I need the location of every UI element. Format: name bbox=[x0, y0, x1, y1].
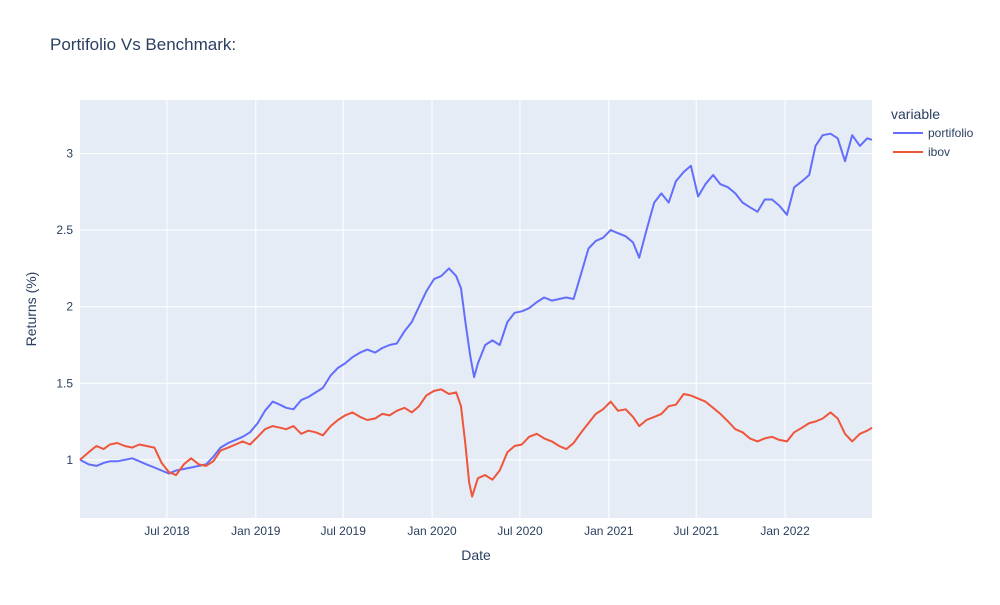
series-line-portifolio bbox=[79, 132, 873, 475]
series-lines bbox=[79, 132, 873, 498]
y-tick-label: 2.5 bbox=[56, 223, 73, 237]
x-tick-label: Jul 2020 bbox=[497, 524, 543, 538]
y-tick-label: 2 bbox=[66, 300, 73, 314]
x-axis-ticks: Jul 2018 Jan 2019 Jul 2019 Jan 2020 Jul 2020… bbox=[144, 524, 810, 538]
x-tick-label: Jul 2018 bbox=[144, 524, 190, 538]
legend-items[interactable]: portifolio ibov bbox=[893, 126, 974, 159]
legend[interactable]: variable portifolio ibov bbox=[891, 106, 974, 159]
y-gridlines bbox=[80, 153, 872, 461]
y-tick-label: 1.5 bbox=[56, 376, 73, 390]
x-gridlines bbox=[166, 100, 786, 518]
y-tick-label: 3 bbox=[66, 147, 73, 161]
x-tick-label: Jan 2022 bbox=[760, 524, 810, 538]
chart-title: Portifolio Vs Benchmark: bbox=[50, 35, 236, 54]
x-axis-label: Date bbox=[461, 547, 491, 563]
x-tick-label: Jul 2019 bbox=[321, 524, 367, 538]
y-axis-label: Returns (%) bbox=[23, 272, 39, 347]
legend-title: variable bbox=[891, 106, 940, 122]
x-tick-label: Jan 2019 bbox=[231, 524, 281, 538]
legend-item-ibov[interactable]: ibov bbox=[893, 145, 950, 159]
legend-item-portifolio[interactable]: portifolio bbox=[893, 126, 974, 140]
series-line-ibov bbox=[79, 388, 873, 498]
x-tick-label: Jan 2020 bbox=[407, 524, 457, 538]
legend-label: portifolio bbox=[928, 126, 974, 140]
plot-area bbox=[80, 100, 872, 518]
y-tick-label: 1 bbox=[66, 453, 73, 467]
x-tick-label: Jul 2021 bbox=[674, 524, 720, 538]
legend-label: ibov bbox=[928, 145, 950, 159]
y-axis-ticks: 1 1.5 2 2.5 3 bbox=[56, 147, 73, 467]
x-tick-label: Jan 2021 bbox=[584, 524, 634, 538]
